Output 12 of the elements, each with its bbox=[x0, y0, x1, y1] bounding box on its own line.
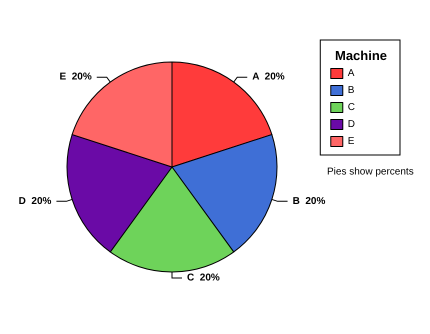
legend-label: B bbox=[348, 85, 355, 96]
category-label: D 20% bbox=[18, 196, 52, 207]
legend-label: D bbox=[348, 119, 356, 130]
category-label: A 20% bbox=[252, 72, 285, 83]
legend-label: C bbox=[348, 102, 356, 113]
category-label: B 20% bbox=[292, 196, 326, 207]
text: Pies show percents bbox=[327, 166, 414, 178]
legend-label: E bbox=[348, 136, 355, 147]
legend-title: Machine bbox=[334, 48, 388, 63]
legend-label: A bbox=[348, 68, 355, 79]
category-label: C 20% bbox=[187, 272, 220, 284]
category-label: E 20% bbox=[60, 72, 92, 83]
